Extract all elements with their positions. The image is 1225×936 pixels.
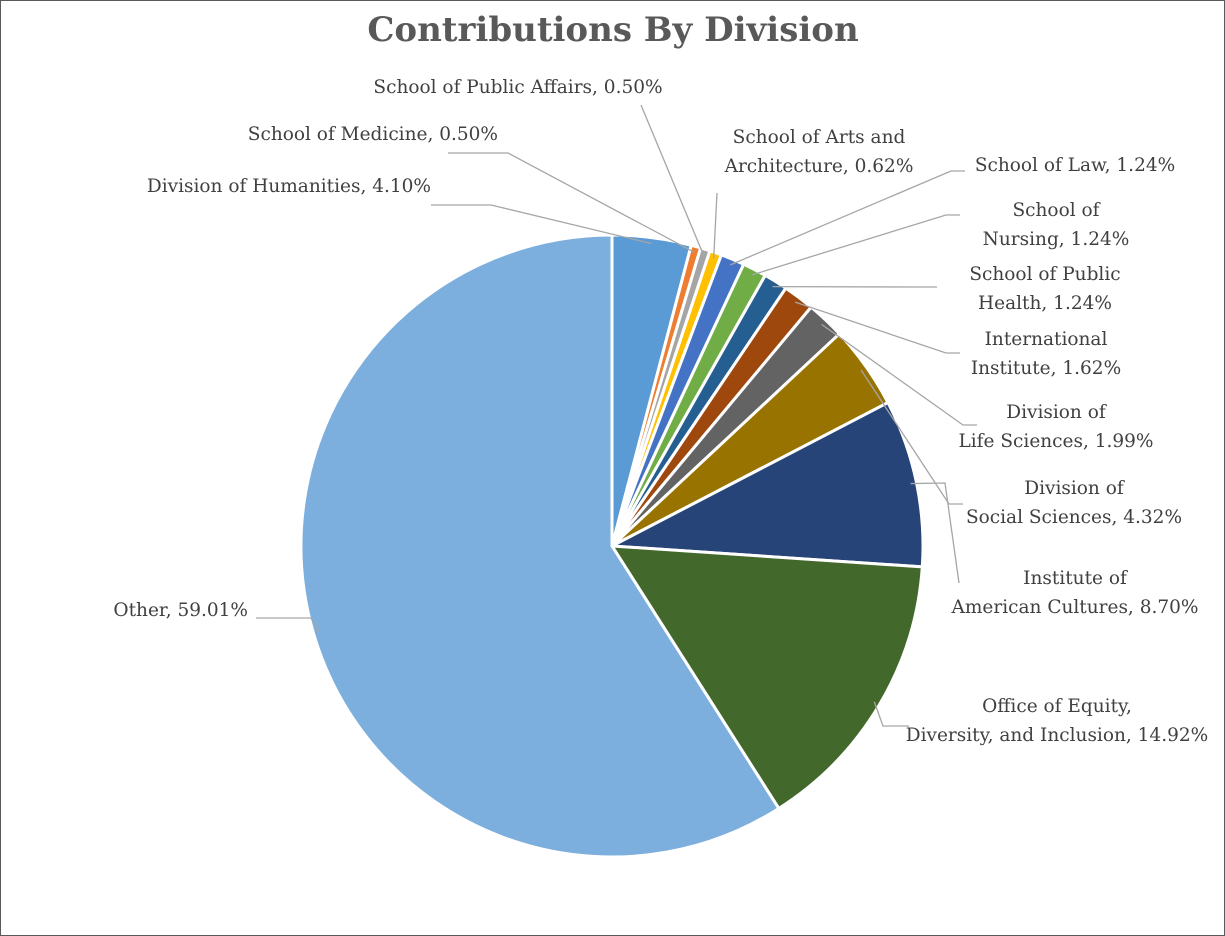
data-labels: Division of Humanities, 4.10% School of M… bbox=[113, 77, 1208, 746]
data-label-school-of-public-health: School of Public Health, 1.24% bbox=[969, 264, 1120, 314]
leader-line-office-of-equity-diversity-and-inclusion bbox=[873, 701, 909, 727]
pie-slices bbox=[299, 233, 925, 859]
data-label-division-of-humanities: Division of Humanities, 4.10% bbox=[147, 176, 431, 197]
data-label-school-of-nursing: School of Nursing, 1.24% bbox=[983, 200, 1130, 250]
leader-line-division-of-life-sciences bbox=[821, 323, 977, 426]
pie-slice-institute-of-american-cultures bbox=[610, 401, 925, 569]
data-label-office-of-equity-diversity-and-inclusion: Office of Equity, Diversity, and Inclusio… bbox=[906, 696, 1208, 746]
data-label-school-of-medicine: School of Medicine, 0.50% bbox=[248, 124, 498, 145]
leader-line-division-of-social-sciences bbox=[860, 369, 963, 505]
data-label-other: Other, 59.01% bbox=[113, 600, 248, 621]
leader-line-school-of-public-affairs bbox=[640, 104, 705, 256]
chart-title: Contributions By Division bbox=[367, 10, 858, 50]
data-label-school-of-arts-and-architecture: School of Arts and Architecture, 0.62% bbox=[724, 127, 914, 177]
data-label-division-of-life-sciences: Division of Life Sciences, 1.99% bbox=[958, 402, 1153, 452]
data-label-school-of-law: School of Law, 1.24% bbox=[975, 155, 1175, 176]
leader-line-school-of-nursing bbox=[751, 214, 960, 276]
data-label-institute-of-american-cultures: Institute of American Cultures, 8.70% bbox=[951, 568, 1199, 618]
leader-line-school-of-arts-and-architecture bbox=[713, 192, 718, 259]
leader-line-other bbox=[256, 617, 320, 632]
leader-line-institute-of-american-cultures bbox=[910, 482, 960, 584]
pie-slice-other bbox=[299, 233, 781, 859]
data-label-school-of-public-affairs: School of Public Affairs, 0.50% bbox=[373, 77, 662, 98]
leader-line-school-of-law bbox=[730, 170, 965, 266]
pie-slice-office-of-equity-diversity-and-inclusion bbox=[610, 544, 924, 810]
data-label-division-of-social-sciences: Division of Social Sciences, 4.32% bbox=[966, 478, 1182, 528]
leader-lines bbox=[256, 104, 977, 727]
leader-line-international-institute bbox=[794, 301, 960, 354]
data-label-international-institute: International Institute, 1.62% bbox=[971, 329, 1121, 379]
leader-line-division-of-humanities bbox=[431, 204, 652, 245]
leader-line-school-of-medicine bbox=[448, 152, 695, 253]
